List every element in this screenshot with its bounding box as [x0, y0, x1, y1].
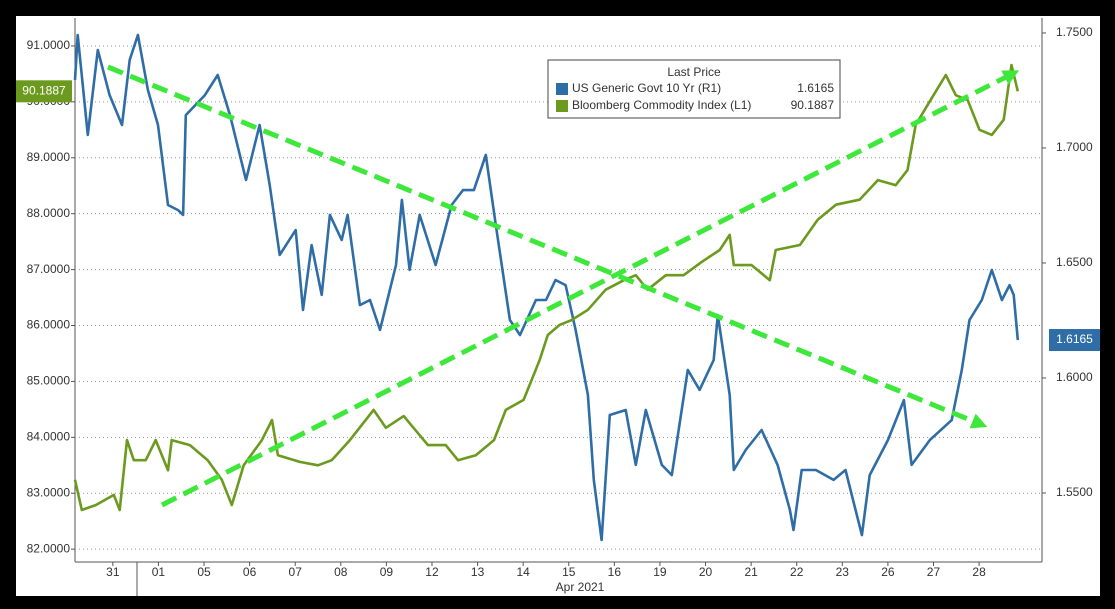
x-tick-label: 12	[425, 565, 439, 579]
x-tick-label: 19	[653, 565, 667, 579]
last-price-tag	[1049, 329, 1100, 352]
x-tick-label: 21	[744, 565, 758, 579]
y2-tick-label: 1.7500	[1056, 25, 1093, 39]
y-tick-label: 88.0000	[27, 206, 71, 220]
y-tick-label: 86.0000	[27, 318, 71, 332]
legend-swatch	[556, 100, 568, 112]
y2-tick-label: 1.6500	[1056, 255, 1093, 269]
x-tick-label: 14	[516, 565, 530, 579]
legend-title: Last Price	[667, 65, 721, 79]
x-tick-label: 16	[608, 565, 622, 579]
x-tick-label: 09	[380, 565, 394, 579]
x-tick-label: 13	[471, 565, 485, 579]
y-tick-label: 82.0000	[27, 541, 71, 555]
y-tick-label: 87.0000	[27, 262, 71, 276]
x-tick-label: 08	[334, 565, 348, 579]
x-tick-label: 01	[152, 565, 166, 579]
trend-arrow-down	[107, 64, 988, 429]
x-tick-label: 22	[790, 565, 804, 579]
legend-value: 90.1887	[791, 98, 835, 112]
legend: Last Price US Generic Govt 10 Yr (R1) 1.6…	[547, 59, 841, 119]
x-tick-label: 15	[562, 565, 576, 579]
trend-arrow-up	[160, 70, 1020, 508]
x-tick-label: 05	[197, 565, 211, 579]
y2-tick-label: 1.6000	[1056, 370, 1093, 384]
x-tick-label: 20	[699, 565, 713, 579]
y-tick-label: 83.0000	[27, 485, 71, 499]
y-tick-label: 89.0000	[27, 150, 71, 164]
legend-box	[547, 59, 841, 119]
x-sublabel: Apr 2021	[556, 580, 605, 594]
last-price-label: 90.1887	[22, 83, 66, 97]
x-tick-label: 28	[972, 565, 986, 579]
x-tick-label: 26	[881, 565, 895, 579]
last-price-label: 1.6165	[1056, 332, 1093, 346]
plot-area	[73, 33, 1042, 550]
x-tick-label: 31	[106, 565, 120, 579]
x-tick-label: 23	[836, 565, 850, 579]
x-tick-label: 27	[927, 565, 941, 579]
y-tick-label: 84.0000	[27, 429, 71, 443]
x-tick-label: 07	[289, 565, 303, 579]
legend-label: Bloomberg Commodity Index (L1)	[572, 98, 751, 112]
y-tick-label: 85.0000	[27, 374, 71, 388]
legend-label: US Generic Govt 10 Yr (R1)	[572, 81, 721, 95]
last-price-tag	[16, 80, 72, 103]
series-line	[73, 63, 1020, 512]
y2-tick-label: 1.5500	[1056, 485, 1093, 499]
y-tick-label: 91.0000	[27, 38, 71, 52]
legend-value: 1.6165	[797, 81, 834, 95]
series-line	[73, 33, 1020, 542]
y2-tick-label: 1.7000	[1056, 140, 1093, 154]
x-tick-label: 06	[243, 565, 257, 579]
legend-swatch	[556, 83, 568, 95]
